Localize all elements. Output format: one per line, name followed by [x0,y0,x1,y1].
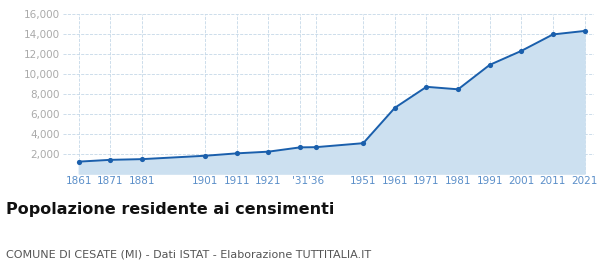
Point [311,145,320,150]
Point [390,106,400,110]
Point [106,158,115,162]
Text: COMUNE DI CESATE (MI) - Dati ISTAT - Elaborazione TUTTITALIA.IT: COMUNE DI CESATE (MI) - Dati ISTAT - Ela… [6,249,371,259]
Point [485,63,494,67]
Point [137,157,147,161]
Text: Popolazione residente ai censimenti: Popolazione residente ai censimenti [6,202,334,217]
Point [74,159,83,164]
Point [232,151,242,156]
Point [263,150,273,154]
Point [548,32,558,37]
Point [295,145,305,150]
Point [453,87,463,92]
Point [422,85,431,89]
Point [200,153,210,158]
Point [517,49,526,53]
Point [358,141,368,145]
Point [580,29,589,33]
